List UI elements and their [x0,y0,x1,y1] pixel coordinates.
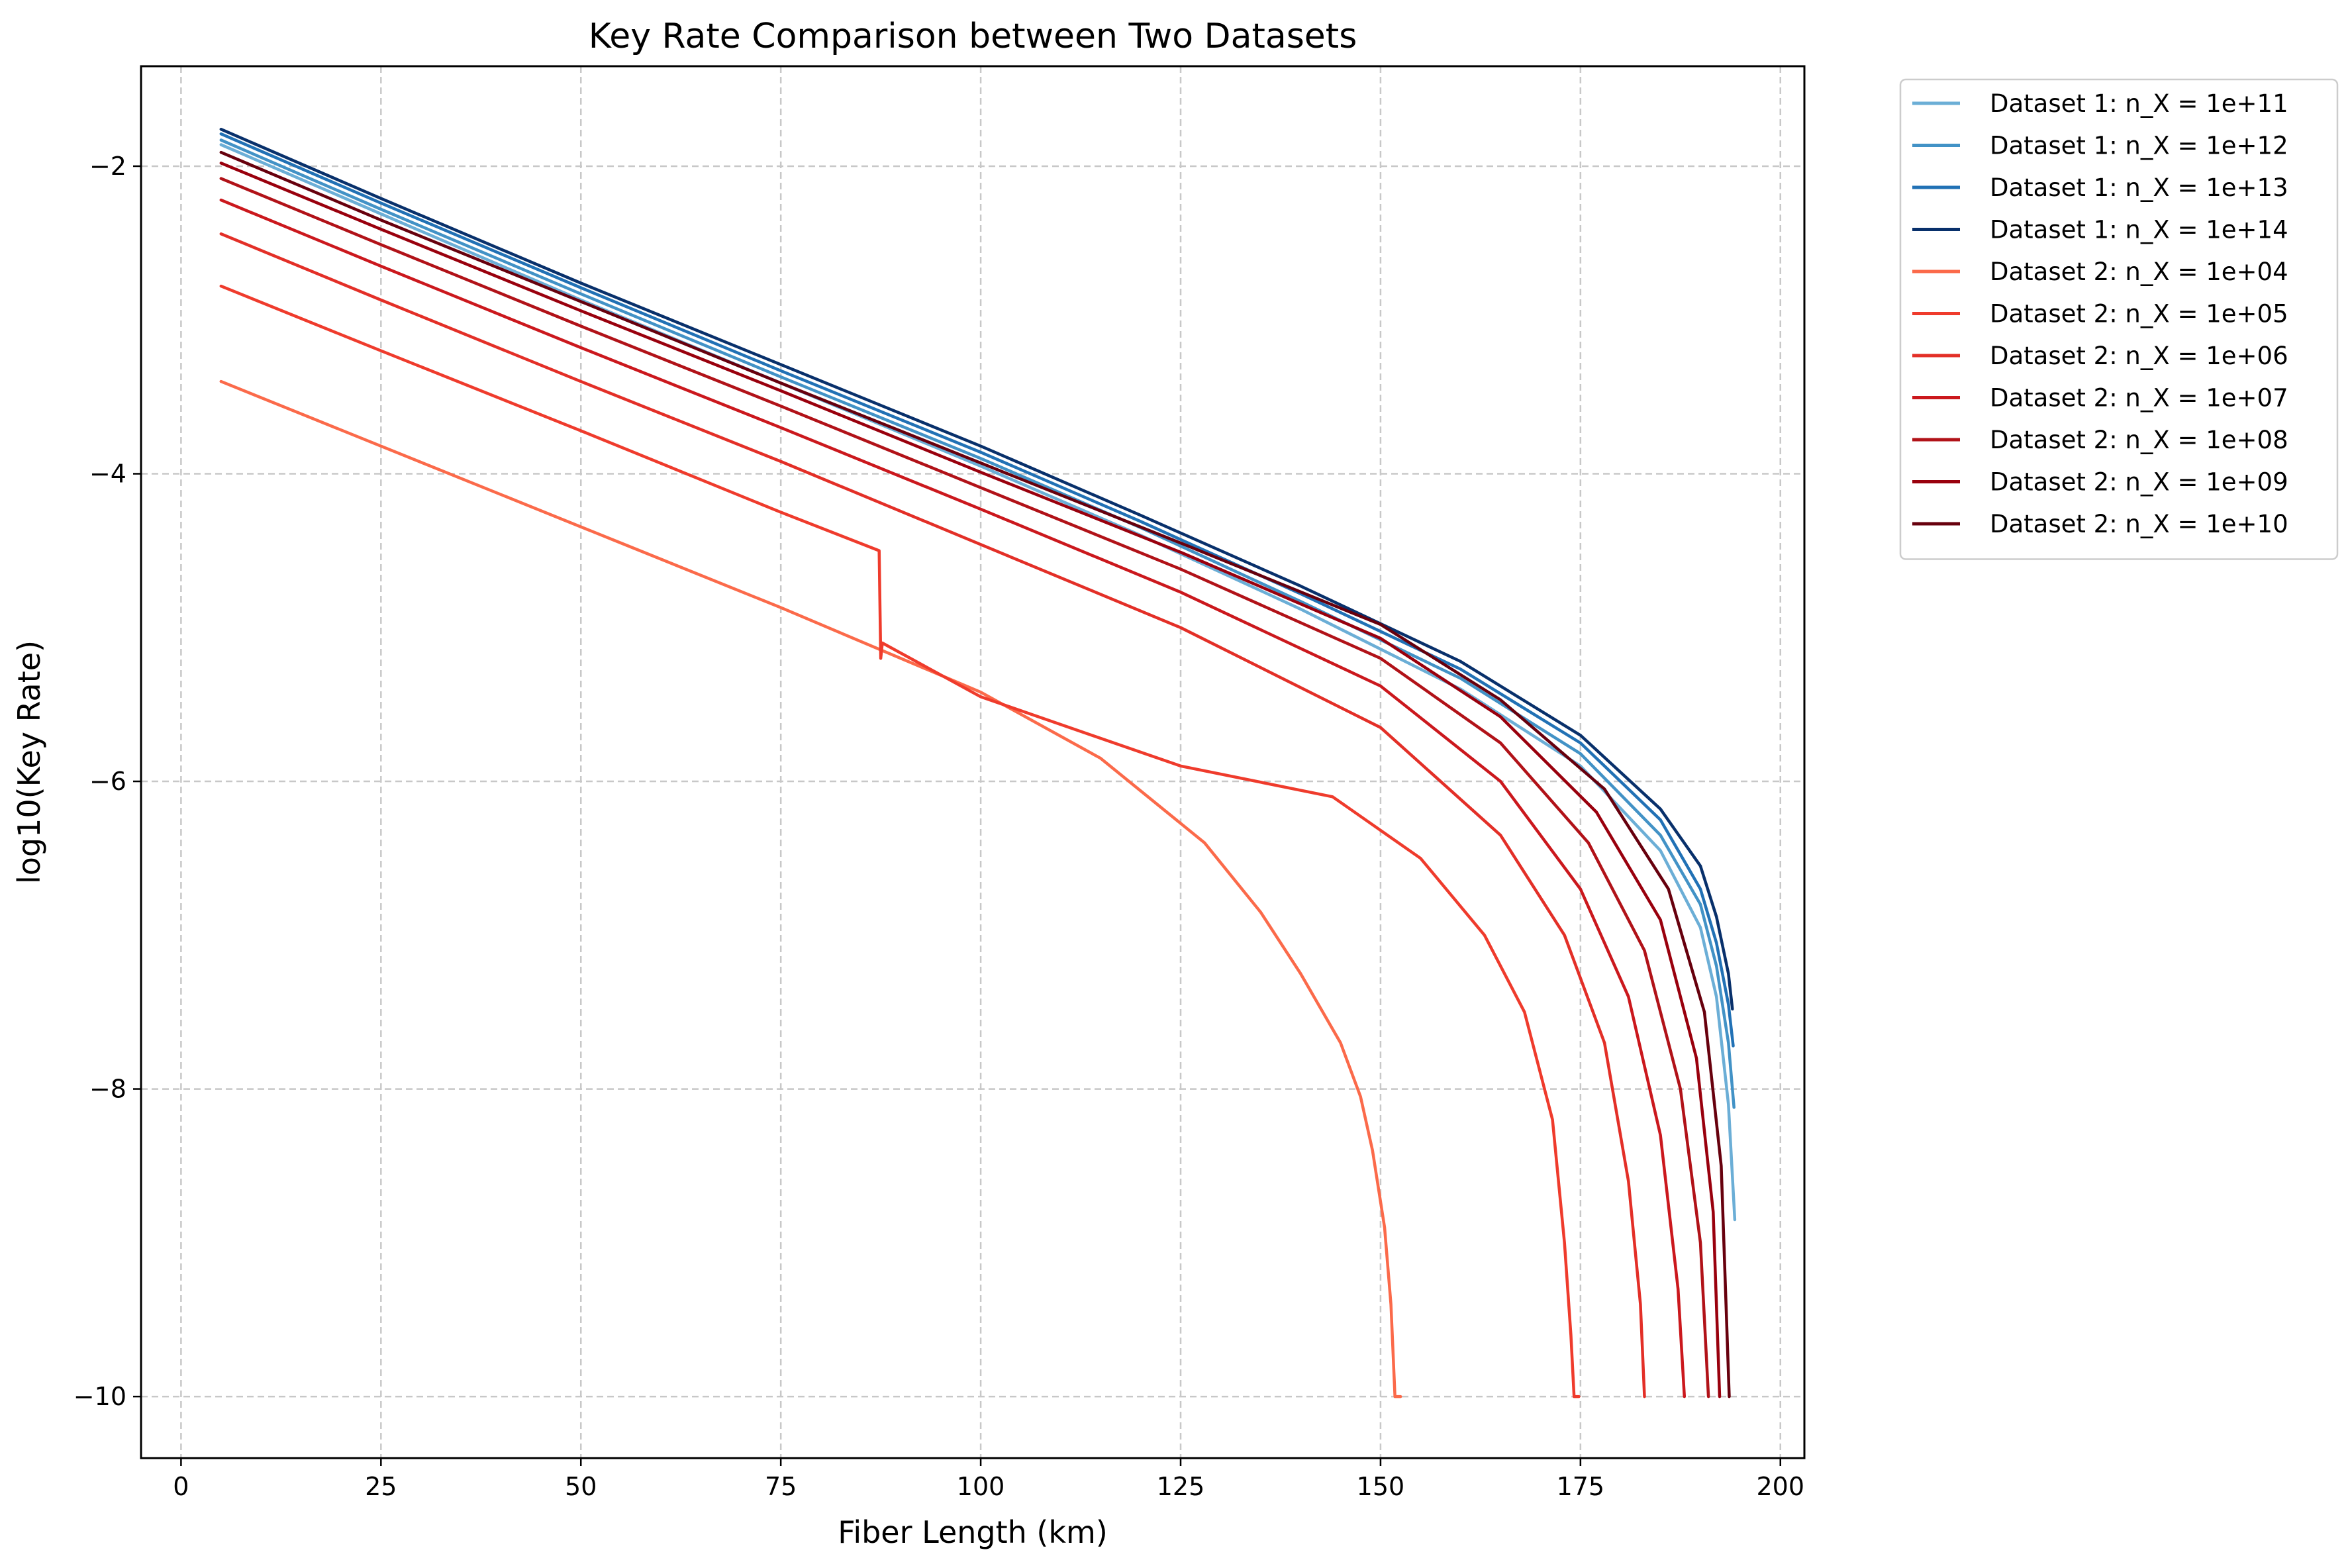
x-tick-label: 50 [565,1472,597,1501]
legend-box [1899,78,2339,560]
tick-layer: 0 25 50 75 100 125 150 175 200 −2 −4 −6 −8 −10 [73,152,1804,1501]
x-tick-label: 150 [1357,1472,1405,1501]
legend-entry-6: Dataset 2: n_X = 1e+05 [1990,300,2288,328]
chart-title: Key Rate Comparison between Two Datasets [589,17,1357,56]
x-tick-label: 175 [1557,1472,1605,1501]
legend-entry-4: Dataset 1: n_X = 1e+14 [1990,216,2288,244]
x-tick-label: 200 [1757,1472,1805,1501]
y-tick-label: −10 [73,1382,126,1411]
legend: Dataset 1: n_X = 1e+11 Dataset 1: n_X = 1… [1899,78,2339,560]
series-line-8 [219,198,1687,1398]
y-tick-label: −2 [89,152,126,181]
legend-entry-1: Dataset 1: n_X = 1e+11 [1990,89,2288,118]
x-tick-label: 75 [765,1472,797,1501]
plot-frame [140,65,1806,1459]
series-line-6 [219,284,1581,1398]
legend-entry-10: Dataset 2: n_X = 1e+09 [1990,468,2288,497]
series-layer [219,127,1737,1398]
series-line-5 [219,379,1402,1398]
series-line-11 [219,150,1731,1398]
series-line-3 [219,132,1735,1048]
legend-entry-2: Dataset 1: n_X = 1e+12 [1990,132,2288,160]
grid-layer [141,66,1804,1458]
series-line-9 [219,177,1710,1398]
series-line-10 [219,162,1722,1398]
x-tick-label: 100 [957,1472,1005,1501]
legend-entry-8: Dataset 2: n_X = 1e+07 [1990,384,2288,413]
y-tick-label: −8 [89,1075,126,1104]
legend-entry-11: Dataset 2: n_X = 1e+10 [1990,510,2288,538]
x-tick-label: 0 [173,1472,189,1501]
x-tick-label: 125 [1157,1472,1205,1501]
x-tick-label: 25 [365,1472,397,1501]
y-axis-label: log10(Key Rate) [11,640,47,884]
y-tick-label: −4 [89,460,126,489]
x-axis-label: Fiber Length (km) [838,1514,1108,1550]
series-line-7 [219,232,1646,1398]
y-tick-label: −6 [89,767,126,796]
legend-entry-5: Dataset 2: n_X = 1e+04 [1990,258,2288,286]
legend-entry-3: Dataset 1: n_X = 1e+13 [1990,173,2288,202]
legend-entry-9: Dataset 2: n_X = 1e+08 [1990,426,2288,454]
legend-entry-7: Dataset 2: n_X = 1e+06 [1990,342,2288,370]
